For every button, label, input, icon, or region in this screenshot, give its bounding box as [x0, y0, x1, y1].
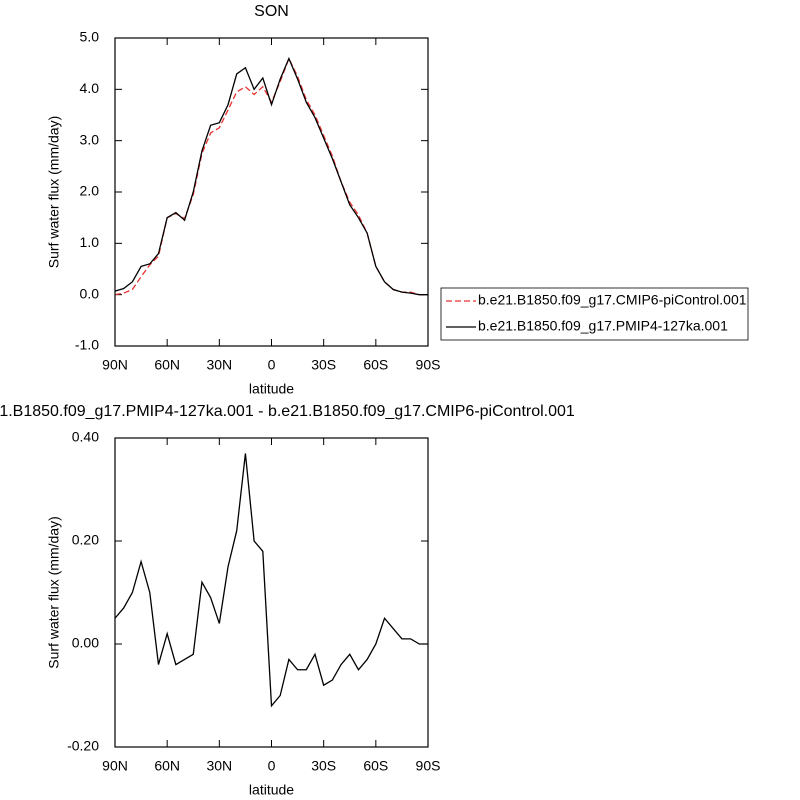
y-tick-label: 0.20 — [72, 532, 99, 548]
x-tick-label: 60N — [154, 758, 180, 774]
legend-label: b.e21.B1850.f09_g17.CMIP6-piControl.001 — [478, 292, 747, 308]
y-tick-label: 0.00 — [72, 635, 99, 651]
y-axis-label: Surf water flux (mm/day) — [46, 116, 62, 268]
y-tick-label: 1.0 — [80, 234, 100, 250]
x-tick-label: 60N — [154, 357, 180, 373]
y-tick-label: -1.0 — [75, 337, 99, 353]
y-tick-label: 5.0 — [80, 29, 100, 45]
x-axis-label: latitude — [249, 782, 294, 798]
plot-frame — [114, 437, 429, 748]
y-tick-label: 4.0 — [80, 80, 100, 96]
x-tick-label: 60S — [363, 758, 388, 774]
y-axis-label: Surf water flux (mm/day) — [46, 516, 62, 668]
y-tick-label: 0.40 — [72, 429, 99, 445]
data-line — [114, 56, 428, 296]
y-tick-label: 0.0 — [80, 285, 100, 301]
y-tick-label: 2.0 — [80, 183, 100, 199]
x-tick-label: 30S — [311, 357, 336, 373]
x-tick-label: 60S — [363, 357, 388, 373]
x-tick-label: 90S — [416, 357, 441, 373]
x-tick-label: 90N — [102, 758, 128, 774]
data-line — [114, 453, 428, 708]
x-tick-label: 90N — [102, 357, 128, 373]
chart-title: b.e21.B1850.f09_g17.PMIP4-127ka.001 - b.… — [0, 403, 575, 420]
data-line — [114, 56, 428, 296]
y-tick-label: 3.0 — [80, 131, 100, 147]
x-axis-label: latitude — [249, 381, 294, 397]
y-tick-label: -0.20 — [67, 738, 99, 754]
chart-title: SON — [254, 3, 289, 20]
x-tick-label: 0 — [268, 758, 276, 774]
x-tick-label: 30N — [206, 357, 232, 373]
x-tick-label: 30N — [206, 758, 232, 774]
plot-frame — [114, 37, 429, 347]
legend-box — [440, 287, 749, 341]
x-tick-label: 0 — [268, 357, 276, 373]
x-tick-label: 30S — [311, 758, 336, 774]
legend-label: b.e21.B1850.f09_g17.PMIP4-127ka.001 — [478, 318, 728, 334]
x-tick-label: 90S — [416, 758, 441, 774]
